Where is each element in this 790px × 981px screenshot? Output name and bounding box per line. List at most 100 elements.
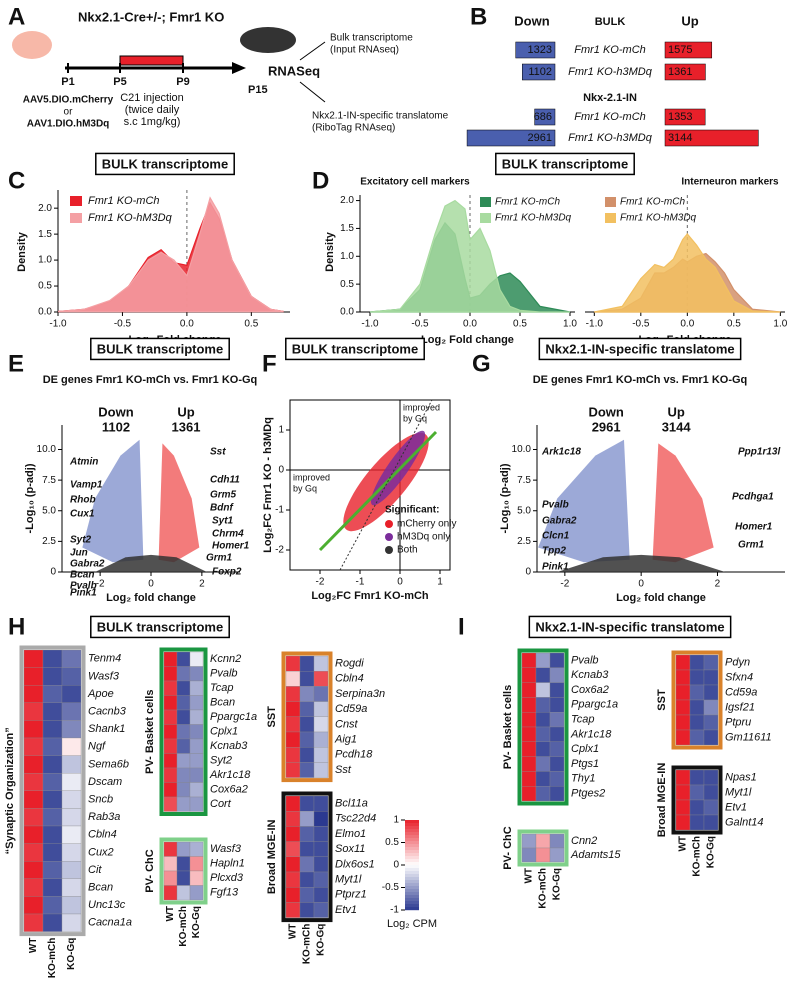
heat-cell [549, 741, 565, 757]
heat-cell [189, 841, 204, 857]
colorbar-step [405, 853, 419, 857]
heat-cell [61, 913, 82, 932]
x-tick-label: 0 [638, 579, 644, 590]
gene-label: Ark1c18 [541, 447, 581, 458]
colorbar-step [405, 892, 419, 896]
colorbar-step [405, 823, 419, 827]
y-tick-label: 1.5 [38, 229, 52, 240]
fit-line [318, 430, 438, 552]
gene-label: Aig1 [334, 734, 357, 746]
heat-cell [163, 796, 178, 812]
heat-cell [163, 680, 178, 696]
heat-cell [549, 712, 565, 728]
heat-cell [535, 712, 551, 728]
output: Nkx2.1-IN-specific translatome [312, 111, 449, 122]
gene-label: Tpp2 [542, 546, 566, 557]
mouse-icon [240, 27, 296, 53]
gene-label: Thy1 [571, 773, 595, 785]
gene-label: Cd59a [335, 703, 367, 715]
virus: or [64, 107, 74, 118]
gene-label: Dlx6os1 [335, 858, 375, 870]
heat-cell [42, 702, 63, 721]
x-tick-label: 2 [199, 579, 205, 590]
heat-cell [299, 716, 315, 733]
x-tick-label: -1.0 [49, 319, 67, 330]
column-label: KO-mCh [692, 836, 703, 877]
heat-cell [689, 799, 705, 816]
gene-label: Serpina3n [335, 688, 385, 700]
heat-cell [42, 649, 63, 668]
colorbar-title: Log₂ CPM [387, 918, 437, 930]
gene-label: Rhob [70, 495, 96, 506]
gene-label: Cbln4 [335, 673, 364, 685]
legend-swatch [385, 520, 393, 528]
heat-cell [285, 811, 301, 827]
heat-cell [703, 699, 719, 716]
heat-cell [549, 847, 565, 863]
heat-cell [549, 726, 565, 742]
virus: AAV1.DIO.hM3Dq [27, 119, 110, 130]
heat-cell [189, 666, 204, 682]
x-tick-label: 0.5 [727, 319, 741, 330]
heat-cell [521, 756, 537, 772]
group-name: Nkx-2.1-IN [583, 92, 637, 104]
heat-cell [176, 680, 191, 696]
heat-cell [299, 686, 315, 702]
gene-label: Bcl11a [335, 798, 368, 810]
y-tick-label: 7.5 [42, 475, 56, 486]
legend-label: Fmr1 KO-hM3Dq [620, 213, 697, 224]
output: (RiboTag RNAseq) [312, 123, 395, 134]
colorbar-step [405, 889, 419, 893]
heat-cell [299, 747, 315, 763]
gene-label: Ptgs1 [571, 758, 599, 770]
heat-cell [176, 753, 191, 769]
subtitle: DE genes Fmr1 KO-mCh vs. Fmr1 KO-Gq [533, 374, 748, 386]
heat-cell [689, 654, 705, 671]
gene-label: Sncb [88, 794, 113, 806]
heat-cell [61, 737, 82, 756]
gene-label: Rab3a [88, 811, 120, 823]
group-label: PV- ChC [502, 826, 514, 869]
y-tick-label: -2 [275, 545, 284, 556]
x-tick-label: 0.5 [513, 319, 527, 330]
gene-label: Jun [70, 548, 88, 559]
heat-cell [675, 769, 691, 786]
heat-cell [703, 799, 719, 816]
gene-label: Unc13c [88, 899, 126, 911]
group-label: PV- ChC [144, 849, 156, 892]
gene-label: Cort [210, 798, 232, 810]
heat-cell [285, 716, 301, 733]
heat-cell [42, 755, 63, 774]
title-box [528, 615, 732, 639]
heat-cell [176, 841, 191, 857]
gene-label: Cdh11 [210, 475, 240, 486]
column-label: WT [288, 924, 299, 940]
column-label: WT [678, 836, 689, 852]
heat-cell [23, 667, 44, 686]
gene-label: Sst [210, 447, 226, 458]
heat-cell [675, 814, 691, 831]
heat-cell [42, 896, 63, 915]
legend-swatch [605, 197, 616, 207]
heat-cell [163, 695, 178, 711]
heat-cell [521, 847, 537, 863]
y-tick-label: 0 [525, 567, 531, 578]
point-cloud [557, 554, 726, 572]
group-label: SST [266, 706, 278, 728]
down-bar [534, 108, 556, 126]
legend-swatch [480, 213, 491, 223]
heat-cell [521, 833, 537, 849]
x-axis-title: Log₂ fold change [106, 592, 196, 604]
gene-label: Npas1 [725, 771, 757, 783]
heat-cell [285, 655, 301, 672]
panel-letter: F [262, 350, 277, 377]
heat-cell [299, 841, 315, 857]
title-box [495, 152, 635, 176]
column-label: KO-mCh [178, 906, 189, 947]
heat-cell [521, 771, 537, 787]
x-tick-label: 0 [397, 577, 403, 588]
gene-label: Pvalb [542, 500, 569, 511]
point-cloud [538, 439, 630, 563]
heat-cell [285, 686, 301, 702]
gene-label: Grm5 [210, 490, 237, 501]
